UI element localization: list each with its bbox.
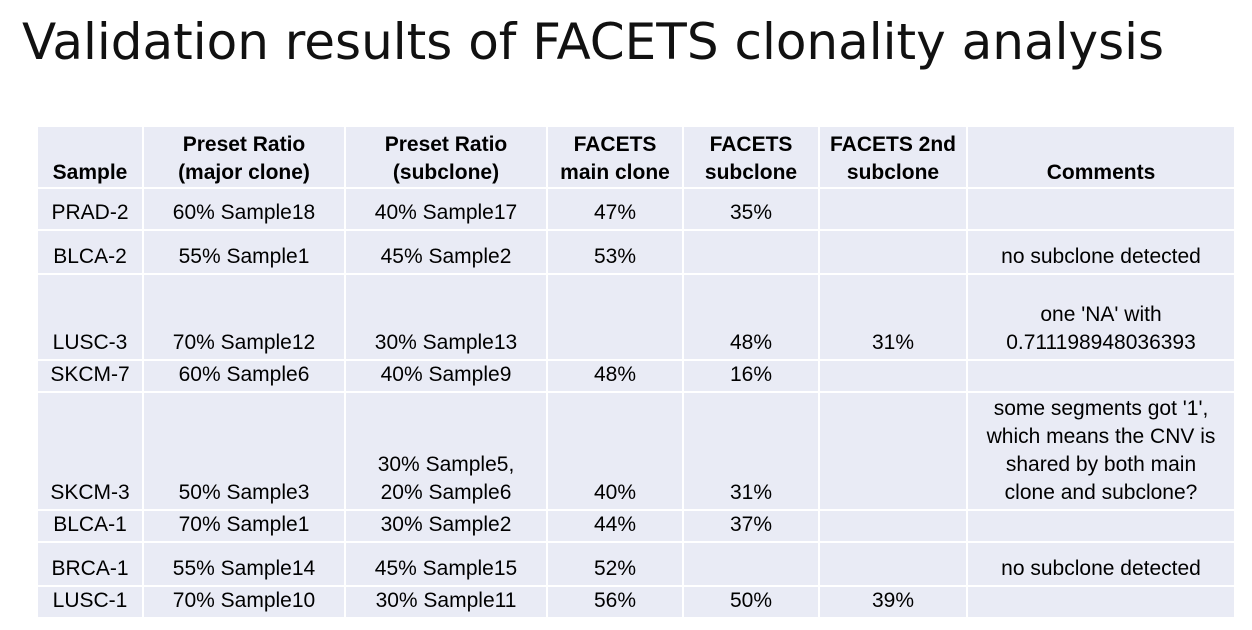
cell-comments bbox=[966, 359, 1236, 393]
cell-facets-subclone bbox=[682, 229, 820, 275]
cell-facets-2nd-subclone bbox=[818, 509, 968, 543]
cell-facets-subclone: 31% bbox=[682, 391, 820, 511]
cell-facets-main-clone: 52% bbox=[546, 541, 684, 587]
cell-preset-subclone: 30% Sample13 bbox=[344, 273, 548, 361]
table-row: LUSC-3 70% Sample12 30% Sample13 48% 31%… bbox=[36, 273, 1236, 361]
header-facets-2nd-subclone: FACETS 2nd subclone bbox=[818, 125, 968, 189]
cell-facets-2nd-subclone bbox=[818, 541, 968, 587]
cell-preset-subclone: 30% Sample5, 20% Sample6 bbox=[344, 391, 548, 511]
table-row: BRCA-1 55% Sample14 45% Sample15 52% no … bbox=[36, 541, 1236, 587]
cell-sample: SKCM-3 bbox=[36, 391, 144, 511]
cell-sample: BLCA-2 bbox=[36, 229, 144, 275]
cell-comments: one 'NA' with 0.711198948036393 bbox=[966, 273, 1236, 361]
cell-facets-2nd-subclone: 39% bbox=[818, 585, 968, 619]
cell-sample: LUSC-1 bbox=[36, 585, 144, 619]
table-row: LUSC-1 70% Sample10 30% Sample11 56% 50%… bbox=[36, 585, 1236, 619]
cell-facets-2nd-subclone bbox=[818, 359, 968, 393]
cell-preset-major: 70% Sample12 bbox=[142, 273, 346, 361]
cell-preset-subclone: 30% Sample11 bbox=[344, 585, 548, 619]
results-table-container: Sample Preset Ratio (major clone) Preset… bbox=[36, 125, 1236, 619]
cell-preset-subclone: 40% Sample9 bbox=[344, 359, 548, 393]
results-table: Sample Preset Ratio (major clone) Preset… bbox=[36, 125, 1236, 619]
table-row: SKCM-3 50% Sample3 30% Sample5, 20% Samp… bbox=[36, 391, 1236, 511]
cell-preset-subclone: 40% Sample17 bbox=[344, 187, 548, 231]
cell-facets-2nd-subclone bbox=[818, 187, 968, 231]
cell-facets-subclone bbox=[682, 541, 820, 587]
slide-title: Validation results of FACETS clonality a… bbox=[22, 13, 1165, 71]
cell-facets-main-clone: 44% bbox=[546, 509, 684, 543]
cell-facets-subclone: 48% bbox=[682, 273, 820, 361]
cell-preset-major: 70% Sample1 bbox=[142, 509, 346, 543]
cell-facets-subclone: 35% bbox=[682, 187, 820, 231]
cell-preset-major: 55% Sample14 bbox=[142, 541, 346, 587]
header-comments: Comments bbox=[966, 125, 1236, 189]
cell-facets-main-clone bbox=[546, 273, 684, 361]
cell-facets-subclone: 16% bbox=[682, 359, 820, 393]
table-header-row: Sample Preset Ratio (major clone) Preset… bbox=[36, 125, 1236, 189]
cell-preset-subclone: 30% Sample2 bbox=[344, 509, 548, 543]
cell-sample: BLCA-1 bbox=[36, 509, 144, 543]
cell-preset-major: 55% Sample1 bbox=[142, 229, 346, 275]
cell-comments: no subclone detected bbox=[966, 541, 1236, 587]
cell-facets-subclone: 50% bbox=[682, 585, 820, 619]
cell-comments: no subclone detected bbox=[966, 229, 1236, 275]
cell-facets-main-clone: 47% bbox=[546, 187, 684, 231]
cell-sample: LUSC-3 bbox=[36, 273, 144, 361]
cell-sample: PRAD-2 bbox=[36, 187, 144, 231]
cell-sample: SKCM-7 bbox=[36, 359, 144, 393]
cell-comments: some segments got '1', which means the C… bbox=[966, 391, 1236, 511]
header-preset-subclone: Preset Ratio (subclone) bbox=[344, 125, 548, 189]
cell-preset-major: 60% Sample6 bbox=[142, 359, 346, 393]
cell-preset-subclone: 45% Sample2 bbox=[344, 229, 548, 275]
cell-comments bbox=[966, 585, 1236, 619]
table-row: SKCM-7 60% Sample6 40% Sample9 48% 16% bbox=[36, 359, 1236, 393]
table-row: BLCA-1 70% Sample1 30% Sample2 44% 37% bbox=[36, 509, 1236, 543]
cell-facets-2nd-subclone bbox=[818, 391, 968, 511]
cell-facets-2nd-subclone: 31% bbox=[818, 273, 968, 361]
cell-facets-subclone: 37% bbox=[682, 509, 820, 543]
table-row: BLCA-2 55% Sample1 45% Sample2 53% no su… bbox=[36, 229, 1236, 275]
cell-preset-major: 60% Sample18 bbox=[142, 187, 346, 231]
cell-preset-subclone: 45% Sample15 bbox=[344, 541, 548, 587]
cell-preset-major: 70% Sample10 bbox=[142, 585, 346, 619]
cell-facets-2nd-subclone bbox=[818, 229, 968, 275]
header-facets-main-clone: FACETS main clone bbox=[546, 125, 684, 189]
cell-preset-major: 50% Sample3 bbox=[142, 391, 346, 511]
header-preset-major: Preset Ratio (major clone) bbox=[142, 125, 346, 189]
cell-facets-main-clone: 48% bbox=[546, 359, 684, 393]
header-facets-subclone: FACETS subclone bbox=[682, 125, 820, 189]
table-row: PRAD-2 60% Sample18 40% Sample17 47% 35% bbox=[36, 187, 1236, 231]
header-sample: Sample bbox=[36, 125, 144, 189]
cell-sample: BRCA-1 bbox=[36, 541, 144, 587]
cell-comments bbox=[966, 187, 1236, 231]
cell-facets-main-clone: 40% bbox=[546, 391, 684, 511]
cell-facets-main-clone: 56% bbox=[546, 585, 684, 619]
cell-facets-main-clone: 53% bbox=[546, 229, 684, 275]
cell-comments bbox=[966, 509, 1236, 543]
